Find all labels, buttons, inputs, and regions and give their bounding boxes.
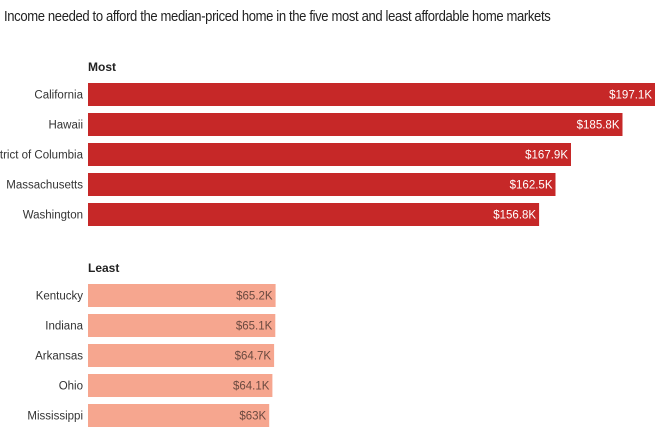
bar bbox=[88, 203, 540, 226]
category-label: Ohio bbox=[59, 381, 83, 393]
value-label: $162.5K bbox=[510, 180, 553, 192]
category-label: Massachusetts bbox=[6, 180, 83, 192]
group-label-most: Most bbox=[88, 60, 116, 74]
category-label: Indiana bbox=[45, 321, 83, 333]
value-label: $197.1K bbox=[609, 90, 652, 102]
chart-layer: Most California $197.1K Hawaii $185.8K Distri… bbox=[0, 60, 655, 427]
bar bbox=[88, 344, 275, 367]
group-label-least: Least bbox=[88, 261, 119, 275]
value-label: $65.1K bbox=[236, 321, 273, 333]
category-label: Arkansas bbox=[35, 351, 83, 363]
bar bbox=[88, 374, 273, 397]
bar bbox=[88, 143, 571, 166]
bar bbox=[88, 404, 270, 427]
value-label: $167.9K bbox=[525, 150, 568, 162]
value-label: $65.2K bbox=[236, 291, 273, 303]
bar-group-most: Most California $197.1K Hawaii $185.8K Distri… bbox=[0, 60, 655, 226]
bar bbox=[88, 284, 276, 307]
value-label: $156.8K bbox=[493, 210, 536, 222]
bar bbox=[88, 314, 276, 337]
category-label: Kentucky bbox=[36, 291, 84, 303]
category-label: Washington bbox=[23, 210, 83, 222]
value-label: $63K bbox=[239, 411, 266, 423]
chart-title: Income needed to afford the median-price… bbox=[4, 9, 551, 25]
bar bbox=[88, 83, 655, 106]
value-label: $185.8K bbox=[577, 120, 620, 132]
bar-group-least: Least Kentucky $65.2K Indiana $65.1K Arkansas… bbox=[27, 261, 276, 427]
bar bbox=[88, 113, 623, 136]
category-label: District of Columbia bbox=[0, 150, 84, 162]
value-label: $64.7K bbox=[235, 351, 272, 363]
category-label: Hawaii bbox=[48, 120, 83, 132]
category-label: Mississippi bbox=[27, 411, 83, 423]
value-label: $64.1K bbox=[233, 381, 270, 393]
category-label: California bbox=[34, 90, 83, 102]
bar bbox=[88, 173, 556, 196]
